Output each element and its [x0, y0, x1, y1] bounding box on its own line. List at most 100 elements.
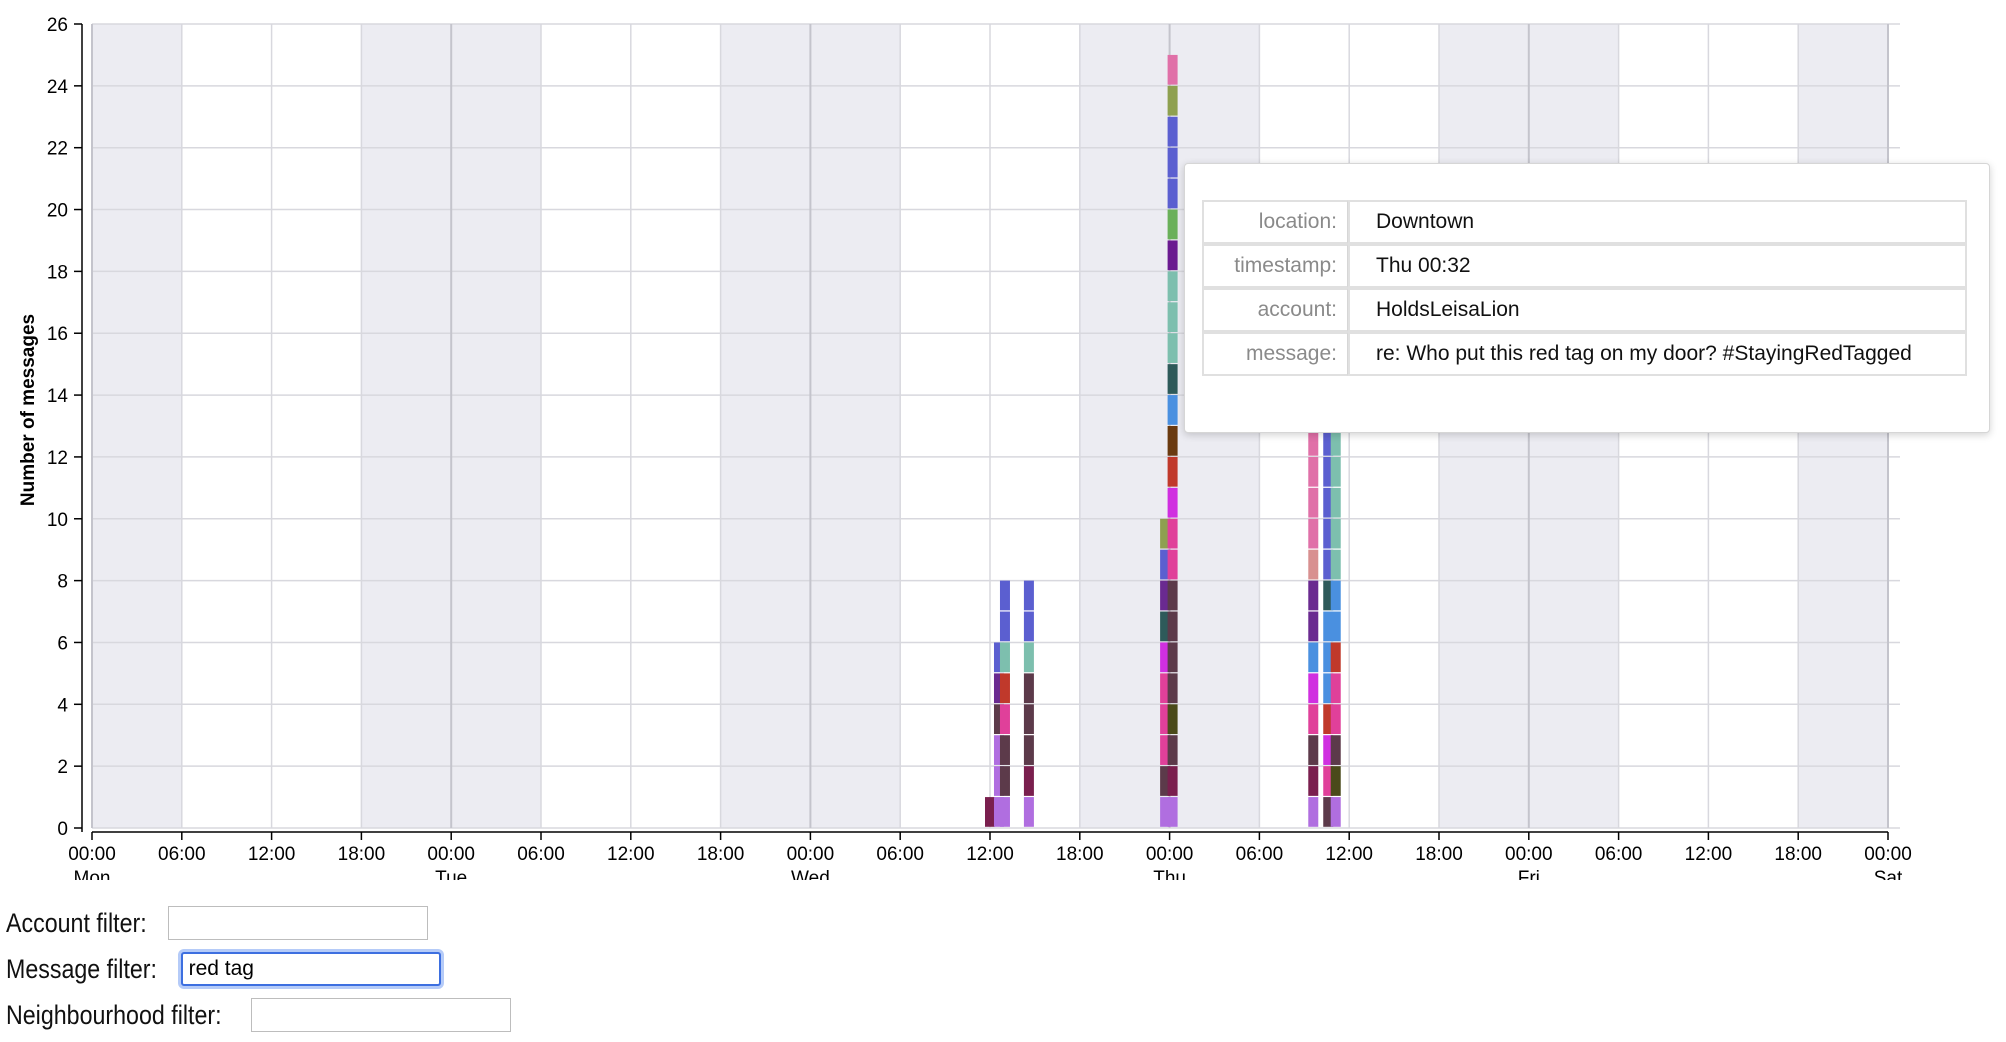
- bar-segment: [1160, 797, 1171, 827]
- bar-segment: [999, 735, 1010, 765]
- stacked-bars: [985, 54, 1341, 827]
- y-tick-label: 8: [57, 572, 68, 593]
- x-day-label: Fri: [1518, 868, 1540, 880]
- x-tick-label: 06:00: [1595, 844, 1643, 865]
- x-tick-label: 18:00: [1415, 844, 1463, 865]
- tooltip-value: HoldsLeisaLion: [1348, 288, 1967, 332]
- y-tick-label: 20: [47, 201, 68, 222]
- tooltip-value: Thu 00:32: [1348, 244, 1967, 288]
- bar-segment: [1323, 797, 1334, 827]
- account-filter-row: Account filter:: [6, 900, 511, 946]
- y-tick-label: 12: [47, 448, 68, 469]
- bar-segment: [1323, 611, 1334, 642]
- neighbourhood-filter-label: Neighbourhood filter:: [6, 999, 222, 1030]
- stacked-bar: [993, 642, 1004, 827]
- x-tick-label: 18:00: [338, 844, 386, 865]
- night-band: [92, 24, 182, 828]
- x-day-label: Wed: [791, 868, 830, 880]
- stacked-bar: [999, 580, 1010, 827]
- bar-segment: [1167, 797, 1178, 827]
- y-tick-label: 24: [47, 77, 69, 98]
- bar-segment: [1167, 271, 1178, 302]
- x-tick-label: 00:00: [1864, 844, 1912, 865]
- bar-segment: [993, 704, 1004, 735]
- bar-segment: [1160, 642, 1171, 673]
- tooltip-row-timestamp: timestamp: Thu 00:32: [1202, 244, 1967, 288]
- night-band: [720, 24, 811, 828]
- x-tick-label: 18:00: [1056, 844, 1104, 865]
- tooltip-value: re: Who put this red tag on my door? #St…: [1348, 332, 1967, 376]
- bar-segment: [1308, 426, 1319, 456]
- bar-segment: [1167, 735, 1178, 765]
- bar-segment: [1160, 704, 1171, 735]
- bar-segment: [1167, 333, 1178, 363]
- x-tick-label: 00:00: [427, 844, 475, 865]
- y-tick-label: 2: [57, 757, 68, 778]
- bar-segment: [1308, 735, 1319, 765]
- bar-segment: [1308, 487, 1319, 518]
- y-tick-label: 10: [47, 510, 68, 531]
- bar-segment: [1023, 580, 1034, 611]
- account-filter-input[interactable]: [167, 906, 428, 940]
- x-tick-label: 00:00: [68, 844, 116, 865]
- bar-segment: [1167, 426, 1178, 456]
- night-band: [361, 24, 452, 828]
- tooltip-row-message: message: re: Who put this red tag on my …: [1202, 332, 1967, 376]
- x-day-label: Sat: [1874, 868, 1903, 880]
- stacked-bar: [1023, 580, 1034, 827]
- x-tick-label: 12:00: [966, 844, 1014, 865]
- bar-segment: [1160, 766, 1171, 796]
- bar-segment: [1323, 735, 1334, 765]
- bar-segment: [1308, 797, 1319, 827]
- bar-segment: [1023, 797, 1034, 827]
- bar-segment: [1308, 549, 1319, 580]
- bar-segment: [993, 673, 1004, 704]
- bar-segment: [1167, 456, 1178, 487]
- bar-segment: [1167, 704, 1178, 735]
- filter-panel: Account filter: Message filter: Neighbou…: [6, 900, 511, 1038]
- bar-segment: [1167, 395, 1178, 425]
- bar-segment: [1330, 580, 1341, 611]
- bar-segment: [999, 580, 1010, 611]
- tooltip-row-account: account: HoldsLeisaLion: [1202, 288, 1967, 332]
- x-tick-label: 00:00: [1505, 844, 1553, 865]
- bar-segment: [1023, 735, 1034, 765]
- x-tick-label: 18:00: [697, 844, 745, 865]
- bar-segment: [1167, 54, 1178, 85]
- y-tick-label: 14: [47, 386, 69, 407]
- tooltip-key: message:: [1202, 332, 1348, 376]
- x-tick-label: 00:00: [787, 844, 835, 865]
- bar-segment: [1323, 766, 1334, 796]
- bar-segment: [1330, 518, 1341, 549]
- bar-segment: [1160, 611, 1171, 642]
- bar-segment: [1167, 673, 1178, 704]
- bar-segment: [1023, 673, 1034, 704]
- stacked-bar: [1167, 54, 1178, 827]
- bar-segment: [1308, 642, 1319, 673]
- tooltip-row-location: location: Downtown: [1202, 200, 1967, 244]
- bar-segment: [1330, 611, 1341, 642]
- bar-segment: [1167, 178, 1178, 209]
- bar-segment: [1330, 642, 1341, 673]
- neighbourhood-filter-input[interactable]: [250, 998, 511, 1032]
- y-tick-label: 22: [47, 139, 68, 160]
- x-tick-label: 12:00: [248, 844, 296, 865]
- bar-segment: [999, 611, 1010, 642]
- tooltip-key: account:: [1202, 288, 1348, 332]
- bar-segment: [993, 735, 1004, 765]
- bar-segment: [1323, 549, 1334, 580]
- bar-segment: [1323, 487, 1334, 518]
- message-filter-label: Message filter:: [6, 953, 157, 984]
- bar-segment: [1323, 673, 1334, 704]
- bar-segment: [985, 797, 995, 827]
- bar-segment: [1330, 735, 1341, 765]
- bar-segment: [1167, 487, 1178, 518]
- bar-segment: [1160, 673, 1171, 704]
- bar-segment: [1160, 518, 1171, 549]
- message-filter-input[interactable]: [180, 952, 441, 986]
- bar-segment: [993, 797, 1004, 827]
- bar-segment: [1308, 673, 1319, 704]
- bar-segment: [1023, 642, 1034, 673]
- bar-segment: [1167, 147, 1178, 178]
